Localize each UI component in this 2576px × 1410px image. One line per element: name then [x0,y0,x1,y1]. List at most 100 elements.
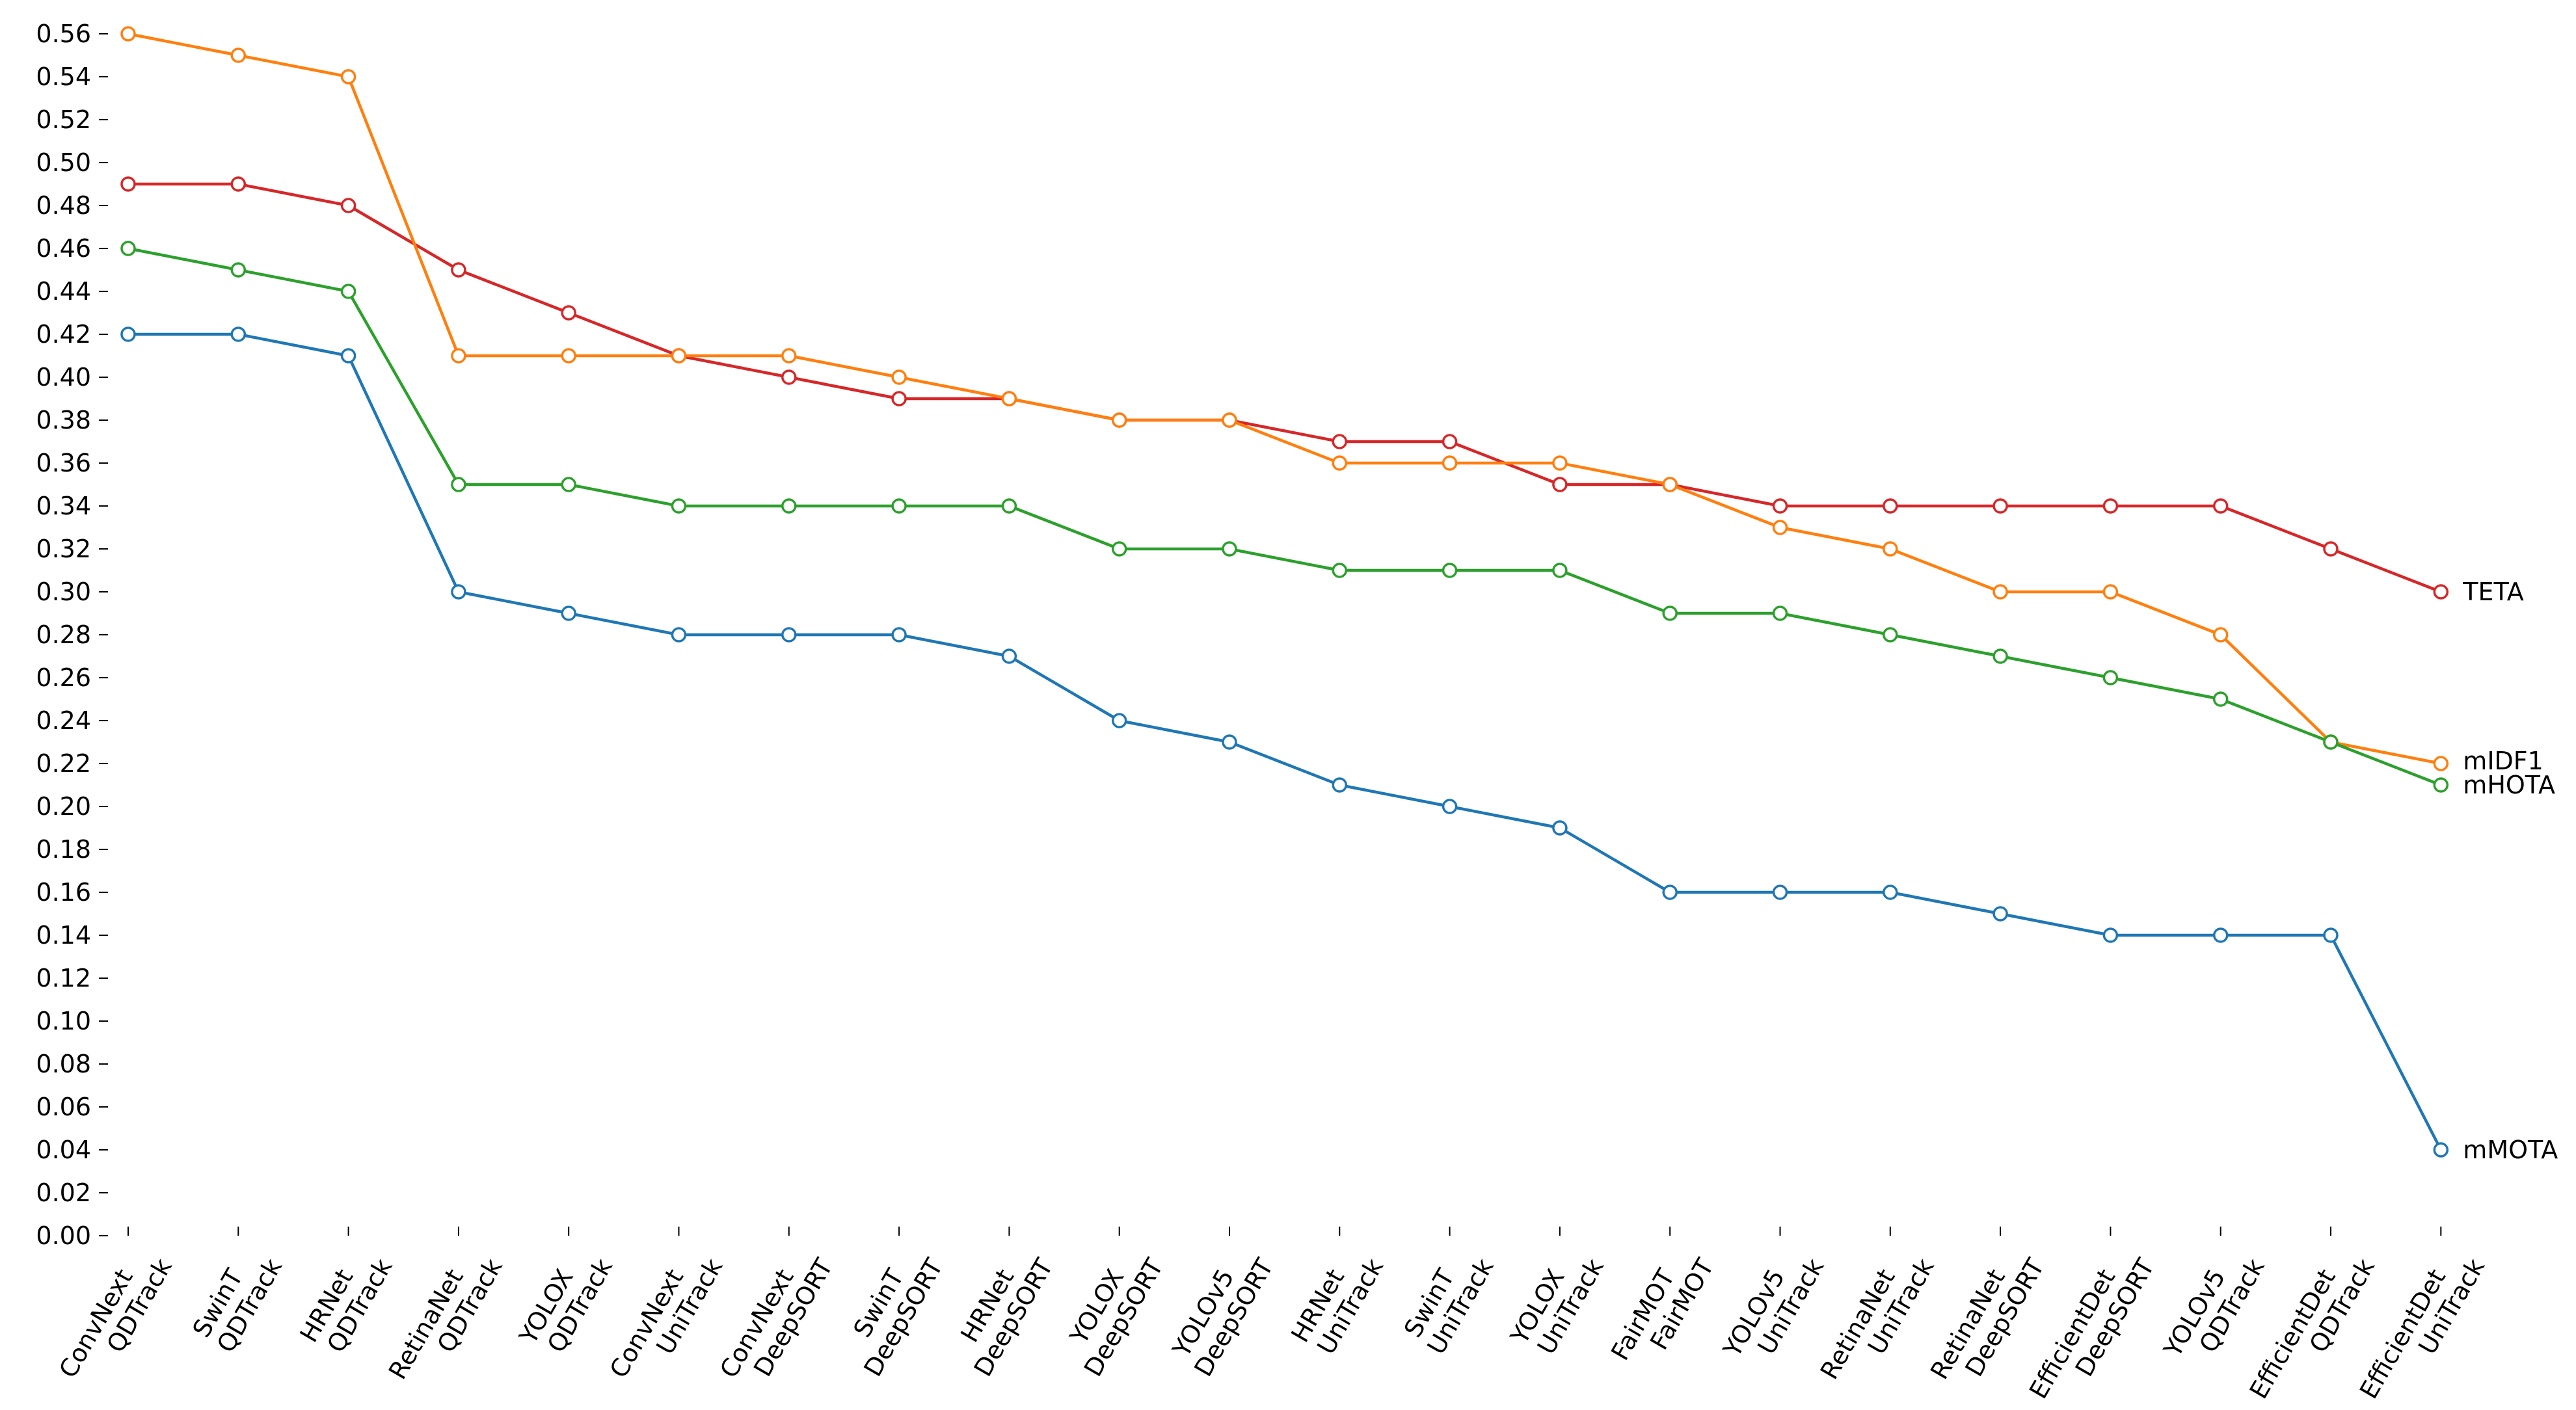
x-tick-label: YOLOv5UniTrack [1717,1240,1829,1377]
data-point-midf1 [1332,455,1348,471]
series-points [120,26,2449,1158]
x-tick-label: SwinTUniTrack [1397,1240,1499,1359]
data-point-mhota [2212,691,2229,707]
data-point-midf1 [1001,391,1017,406]
data-point-mhota [1992,648,2008,664]
data-point-mhota [1442,563,1458,578]
data-point-teta [891,391,907,406]
x-tick-label: ConvNextQDTrack [53,1240,178,1397]
x-tick-label: SwinTQDTrack [187,1240,288,1357]
data-point-mhota [1772,605,1788,621]
x-tick-label: YOLOXUniTrack [1505,1240,1609,1364]
data-point-mmota [2102,927,2119,943]
series-label-teta: TETA [2462,578,2523,606]
data-point-mmota [1111,713,1127,728]
data-point-teta [2212,498,2229,514]
data-point-mmota [561,605,576,621]
x-tick-label: ConvNextUniTrack [604,1240,729,1397]
data-point-teta [451,262,466,278]
data-point-mhota [1552,563,1568,578]
data-point-mmota [230,326,247,342]
x-tick-label: YOLOXQDTrack [513,1240,618,1364]
data-point-mhota [2102,670,2119,685]
data-point-teta [1552,477,1568,492]
data-point-mmota [1772,885,1788,900]
x-tick-label: RetinaNetDeepSORT [1925,1239,2050,1398]
data-point-teta [340,198,356,213]
data-point-mmota [2212,927,2229,943]
data-point-teta [1883,498,1898,514]
y-tick-label: 0.30 [36,578,91,606]
y-tick-label: 0.10 [36,1007,91,1035]
data-point-midf1 [120,26,136,42]
y-tick-label: 0.50 [36,148,91,177]
data-point-teta [2102,498,2119,514]
y-tick-label: 0.22 [36,749,91,778]
data-point-teta [2433,584,2449,600]
data-point-mhota [1001,498,1017,514]
x-tick-label: HRNetQDTrack [294,1240,397,1361]
data-point-midf1 [2212,627,2229,643]
series-label-mhota: mHOTA [2463,771,2555,799]
x-tick-label: SwinTDeepSORT [833,1239,948,1381]
data-point-mhota [340,284,356,299]
x-tick-label: FairMOTFairMOT [1605,1239,1719,1379]
data-point-midf1 [1883,541,1898,557]
data-point-mmota [2323,927,2339,943]
data-point-midf1 [891,369,907,385]
data-point-mmota [1883,885,1898,900]
x-tick-label: EfficientDetDeepSORT [2024,1239,2160,1410]
y-tick-label: 0.34 [36,492,91,520]
data-point-teta [1442,434,1458,449]
data-point-mmota [1001,648,1017,664]
data-point-mhota [891,498,907,514]
y-tick-label: 0.18 [36,835,91,864]
data-point-midf1 [1662,477,1678,492]
data-point-mhota [2323,734,2339,750]
data-point-teta [781,369,797,385]
data-point-midf1 [1111,412,1127,428]
data-point-mhota [230,262,247,278]
data-point-mhota [561,477,576,492]
y-tick-label: 0.08 [36,1050,91,1078]
data-point-mmota [340,348,356,364]
data-point-mhota [671,498,687,514]
y-tick-label: 0.00 [36,1221,91,1250]
y-tick-label: 0.06 [36,1093,91,1121]
data-point-mhota [1662,605,1678,621]
data-point-mmota [891,627,907,643]
data-point-midf1 [451,348,466,364]
y-tick-label: 0.04 [36,1136,91,1164]
data-point-teta [561,305,576,321]
x-tick-label: YOLOXDeepSORT [1054,1239,1169,1381]
data-point-teta [2323,541,2339,557]
y-tick-label: 0.24 [36,706,91,735]
data-point-mmota [1222,734,1237,750]
data-point-teta [1332,434,1348,449]
data-point-midf1 [230,47,247,63]
data-point-mmota [1332,777,1348,793]
series-lines [127,32,2443,1151]
data-point-mmota [671,627,687,643]
series-line-teta [128,182,2442,594]
data-point-mhota [451,477,466,492]
y-tick-label: 0.36 [36,449,91,477]
y-tick-label: 0.38 [36,406,91,434]
data-point-mmota [120,326,136,342]
y-axis: 0.00 0.02 0.04 0.06 0.08 0.10 0.12 0.14 0.16 0.18… [36,20,108,1250]
y-tick-label: 0.32 [36,535,91,563]
series-label-mmota: mMOTA [2463,1136,2558,1164]
data-point-mmota [1552,820,1568,836]
series-line-mhota [127,246,2442,787]
data-point-midf1 [1772,520,1788,535]
y-tick-label: 0.12 [36,964,91,992]
y-tick-label: 0.52 [36,105,91,134]
y-tick-label: 0.44 [36,277,91,306]
data-point-midf1 [340,69,356,85]
data-point-midf1 [2102,584,2119,600]
data-point-mhota [120,241,136,256]
data-point-teta [1992,498,2008,514]
data-point-mmota [451,584,466,600]
